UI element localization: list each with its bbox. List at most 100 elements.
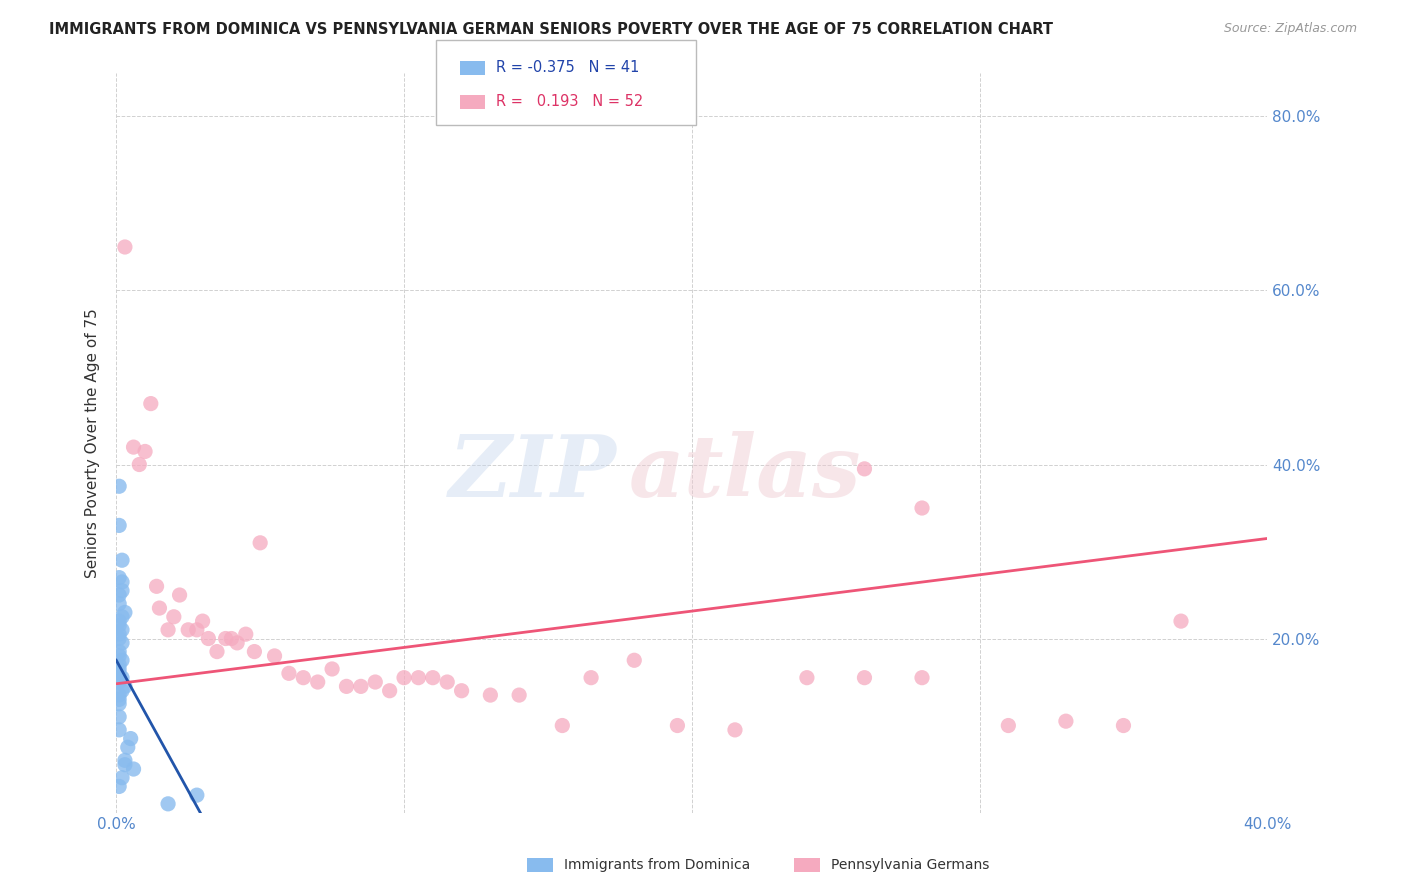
Point bbox=[853, 462, 876, 476]
Point bbox=[108, 666, 131, 681]
Point bbox=[186, 623, 208, 637]
Point bbox=[226, 636, 249, 650]
Point bbox=[111, 583, 134, 598]
Text: Source: ZipAtlas.com: Source: ZipAtlas.com bbox=[1223, 22, 1357, 36]
Point bbox=[111, 553, 134, 567]
Point bbox=[1170, 614, 1192, 628]
Point bbox=[350, 679, 373, 693]
Point bbox=[277, 666, 299, 681]
Point bbox=[724, 723, 747, 737]
Point bbox=[157, 623, 180, 637]
Point bbox=[108, 614, 131, 628]
Point bbox=[422, 671, 444, 685]
Point bbox=[243, 644, 266, 658]
Point bbox=[108, 588, 131, 602]
Point bbox=[108, 648, 131, 663]
Point bbox=[157, 797, 180, 811]
Point bbox=[145, 579, 167, 593]
Point bbox=[111, 653, 134, 667]
Point bbox=[108, 632, 131, 646]
Point bbox=[128, 458, 150, 472]
Point bbox=[1112, 718, 1135, 732]
Point bbox=[108, 618, 131, 632]
Text: ZIP: ZIP bbox=[449, 431, 617, 514]
Point bbox=[235, 627, 257, 641]
Point bbox=[108, 518, 131, 533]
Point bbox=[321, 662, 343, 676]
Point bbox=[114, 240, 136, 254]
Point bbox=[114, 606, 136, 620]
Point bbox=[221, 632, 243, 646]
Point bbox=[292, 671, 315, 685]
Y-axis label: Seniors Poverty Over the Age of 75: Seniors Poverty Over the Age of 75 bbox=[86, 308, 100, 578]
Point bbox=[108, 710, 131, 724]
Point bbox=[108, 692, 131, 706]
Point bbox=[108, 479, 131, 493]
Point bbox=[186, 788, 208, 802]
Point bbox=[436, 675, 458, 690]
Point bbox=[108, 675, 131, 690]
Point bbox=[108, 627, 131, 641]
Point bbox=[911, 501, 934, 516]
Point bbox=[853, 671, 876, 685]
Point bbox=[120, 731, 142, 746]
Point bbox=[796, 671, 818, 685]
Text: Pennsylvania Germans: Pennsylvania Germans bbox=[831, 858, 990, 872]
Point bbox=[307, 675, 329, 690]
Point bbox=[114, 757, 136, 772]
Point bbox=[114, 679, 136, 693]
Point bbox=[163, 609, 186, 624]
Point bbox=[249, 536, 271, 550]
Point bbox=[1054, 714, 1077, 728]
Point bbox=[111, 771, 134, 785]
Point bbox=[108, 671, 131, 685]
Point bbox=[205, 644, 228, 658]
Point bbox=[108, 697, 131, 711]
Point bbox=[111, 623, 134, 637]
Point bbox=[122, 762, 145, 776]
Point bbox=[114, 753, 136, 767]
Point bbox=[108, 597, 131, 611]
Point bbox=[139, 396, 162, 410]
Point bbox=[214, 632, 236, 646]
Point bbox=[579, 671, 602, 685]
Point bbox=[335, 679, 357, 693]
Point bbox=[111, 574, 134, 589]
Point bbox=[666, 718, 689, 732]
Point bbox=[551, 718, 574, 732]
Point bbox=[408, 671, 430, 685]
Point bbox=[111, 609, 134, 624]
Point bbox=[997, 718, 1019, 732]
Point bbox=[177, 623, 200, 637]
Point bbox=[148, 601, 170, 615]
Point bbox=[108, 723, 131, 737]
Text: Immigrants from Dominica: Immigrants from Dominica bbox=[564, 858, 749, 872]
Point bbox=[479, 688, 502, 702]
Point bbox=[108, 662, 131, 676]
Point bbox=[911, 671, 934, 685]
Point bbox=[108, 644, 131, 658]
Point bbox=[108, 688, 131, 702]
Point bbox=[508, 688, 530, 702]
Point bbox=[111, 683, 134, 698]
Point bbox=[122, 440, 145, 454]
Text: IMMIGRANTS FROM DOMINICA VS PENNSYLVANIA GERMAN SENIORS POVERTY OVER THE AGE OF : IMMIGRANTS FROM DOMINICA VS PENNSYLVANIA… bbox=[49, 22, 1053, 37]
Text: R = -0.375   N = 41: R = -0.375 N = 41 bbox=[496, 61, 640, 75]
Point bbox=[263, 648, 285, 663]
Point bbox=[111, 671, 134, 685]
Point bbox=[108, 780, 131, 794]
Text: R =   0.193   N = 52: R = 0.193 N = 52 bbox=[496, 95, 644, 110]
Point bbox=[364, 675, 387, 690]
Point bbox=[392, 671, 415, 685]
Point bbox=[108, 657, 131, 672]
Point bbox=[117, 740, 139, 755]
Point bbox=[197, 632, 219, 646]
Point bbox=[450, 683, 472, 698]
Point bbox=[378, 683, 401, 698]
Point bbox=[108, 571, 131, 585]
Text: atlas: atlas bbox=[628, 431, 860, 514]
Point bbox=[191, 614, 214, 628]
Point bbox=[623, 653, 645, 667]
Point bbox=[169, 588, 191, 602]
Point bbox=[134, 444, 156, 458]
